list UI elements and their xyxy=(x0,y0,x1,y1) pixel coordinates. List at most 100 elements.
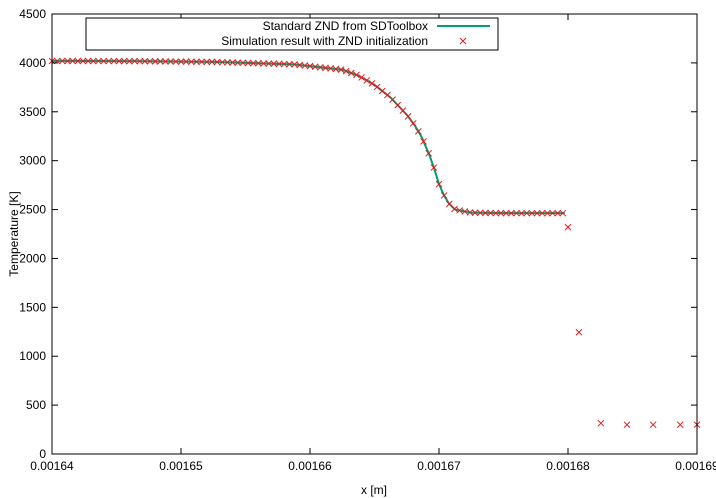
data-point-simulation xyxy=(373,83,381,91)
y-tick-label: 3000 xyxy=(19,154,46,168)
data-point-simulation xyxy=(244,59,252,67)
data-point-simulation xyxy=(456,207,463,214)
data-point-simulation xyxy=(518,209,525,217)
data-point-simulation xyxy=(187,58,195,66)
data-point-simulation xyxy=(564,223,572,231)
x-tick-label: 0.00168 xyxy=(546,459,590,473)
data-point-simulation xyxy=(502,209,510,217)
data-point-simulation xyxy=(131,57,138,65)
data-point-simulation xyxy=(497,209,505,217)
data-point-simulation xyxy=(249,59,257,67)
data-point-simulation xyxy=(435,180,443,188)
data-point-simulation xyxy=(649,421,657,429)
data-point-simulation xyxy=(198,58,205,66)
data-point-simulation xyxy=(110,57,118,65)
data-point-simulation xyxy=(394,101,402,109)
data-point-simulation xyxy=(461,208,469,215)
y-tick-label: 1500 xyxy=(19,300,46,314)
data-point-simulation xyxy=(280,60,288,68)
data-point-simulation xyxy=(229,59,236,66)
x-tick-label: 0.00169 xyxy=(675,459,716,473)
data-point-simulation xyxy=(89,57,97,65)
data-point-simulation xyxy=(451,205,458,213)
data-point-simulation xyxy=(162,58,169,65)
legend-box xyxy=(85,17,499,51)
data-point-simulation xyxy=(476,209,484,217)
data-point-simulation xyxy=(234,59,242,67)
data-point-simulation xyxy=(172,58,180,65)
data-point-simulation xyxy=(378,87,386,95)
data-point-simulation xyxy=(79,57,87,65)
y-tick-label: 4000 xyxy=(19,56,46,70)
data-point-simulation xyxy=(286,60,293,68)
data-point-simulation xyxy=(368,80,376,87)
data-point-simulation xyxy=(559,209,567,217)
data-point-simulation xyxy=(177,58,185,65)
data-point-simulation xyxy=(146,57,154,65)
data-point-simulation xyxy=(58,57,66,65)
data-point-simulation xyxy=(100,57,107,65)
legend-marker-series-2 xyxy=(459,37,467,45)
data-point-simulation xyxy=(74,57,82,65)
data-point-simulation xyxy=(554,209,562,217)
data-point-simulation xyxy=(126,57,133,65)
data-point-simulation xyxy=(549,209,556,217)
x-axis-ticks: 0.00164 0.00165 0.00166 0.00167 0.00168 0.001… xyxy=(30,14,716,473)
data-point-simulation xyxy=(151,57,159,65)
data-point-simulation xyxy=(224,58,231,66)
y-tick-label: 4500 xyxy=(19,7,46,21)
y-axis-ticks: 0 500 1000 1500 2000 2500 3000 3500 4000 4500 xyxy=(19,7,697,461)
data-point-simulation xyxy=(213,58,221,66)
data-point-simulation xyxy=(544,209,551,217)
data-point-simulation xyxy=(538,209,546,217)
data-point-simulation xyxy=(239,59,247,67)
data-point-simulation xyxy=(575,328,583,336)
data-point-simulation xyxy=(167,58,175,65)
data-point-simulation xyxy=(358,74,365,81)
data-point-simulation xyxy=(623,421,631,429)
data-point-simulation xyxy=(218,58,226,66)
data-point-simulation xyxy=(141,57,149,65)
data-point-simulation xyxy=(389,96,396,104)
data-point-simulation xyxy=(533,209,541,217)
data-point-simulation xyxy=(409,119,417,127)
data-point-simulation xyxy=(676,421,684,429)
data-point-simulation xyxy=(471,209,479,217)
x-tick-label: 0.00167 xyxy=(417,459,461,473)
data-point-simulation xyxy=(415,128,422,135)
plot-layer xyxy=(48,57,701,429)
y-tick-label: 3500 xyxy=(19,105,46,119)
data-point-simulation xyxy=(265,60,273,67)
y-axis-label: Temperature [K] xyxy=(7,191,21,276)
legend-label-series-1: Standard ZND from SDToolbox xyxy=(263,19,428,33)
data-point-simulation xyxy=(440,192,448,199)
data-point-simulation xyxy=(399,107,407,114)
data-point-simulation xyxy=(157,58,164,65)
data-point-simulation xyxy=(430,164,438,171)
data-point-simulation xyxy=(260,60,267,67)
data-point-simulation xyxy=(466,209,474,216)
data-point-simulation xyxy=(275,60,283,68)
data-point-simulation xyxy=(337,66,345,73)
data-point-simulation xyxy=(487,209,494,217)
data-point-simulation xyxy=(120,57,128,65)
data-point-simulation xyxy=(513,209,520,217)
data-point-simulation xyxy=(182,58,190,66)
data-point-simulation xyxy=(136,57,144,65)
data-point-simulation xyxy=(507,209,515,217)
data-point-simulation xyxy=(270,60,278,68)
data-point-simulation xyxy=(353,71,360,79)
x-tick-label: 0.00164 xyxy=(30,459,74,473)
data-point-simulation xyxy=(69,57,76,65)
data-point-simulation xyxy=(425,149,433,157)
data-point-simulation xyxy=(492,209,500,217)
legend-label-series-2: Simulation result with ZND initializatio… xyxy=(221,34,428,48)
data-point-simulation xyxy=(404,113,412,120)
data-point-simulation xyxy=(208,58,216,66)
data-point-simulation xyxy=(445,200,453,208)
data-point-simulation xyxy=(193,58,200,66)
x-tick-label: 0.00165 xyxy=(159,459,203,473)
data-point-simulation xyxy=(84,57,92,65)
